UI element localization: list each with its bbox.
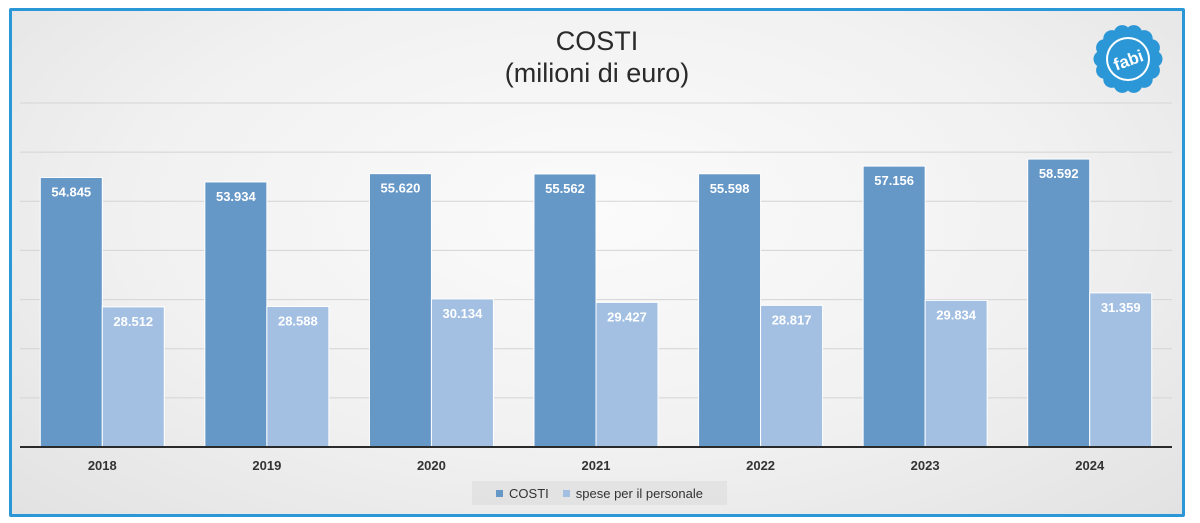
x-tick-label-2019: 2019: [252, 458, 281, 473]
legend-item-personale: spese per il personale: [562, 485, 703, 501]
chart-frame: COSTI (milioni di euro) fabi 54.845 28.51…: [9, 8, 1185, 517]
bar-costi-2018: [39, 176, 103, 448]
x-tick-label-2022: 2022: [746, 458, 775, 473]
bar-costi-2023: [862, 165, 926, 448]
data-label-personale-2024: 31.359: [1101, 300, 1141, 315]
bar-costi-2020: [368, 173, 432, 448]
data-label-costi-2024: 58.592: [1039, 166, 1079, 181]
legend-swatch-personale: [562, 489, 570, 497]
data-label-costi-2021: 55.562: [545, 181, 585, 196]
bar-personale-2022: [760, 304, 824, 448]
legend-label-personale: spese per il personale: [575, 485, 703, 501]
legend-label-costi: COSTI: [509, 485, 549, 501]
bar-costi-2021: [533, 173, 597, 448]
data-label-personale-2022: 28.817: [772, 312, 812, 327]
bars: [39, 158, 1153, 448]
data-label-personale-2018: 28.512: [113, 314, 153, 329]
x-tick-label-2023: 2023: [911, 458, 940, 473]
bar-personale-2023: [924, 299, 988, 448]
bar-personale-2021: [595, 301, 659, 448]
bar-costi-2024: [1027, 158, 1091, 448]
x-tick-labels: 2018 2019 2020 2021 2022 2023 2024: [88, 458, 1105, 473]
data-label-personale-2023: 29.834: [936, 307, 977, 322]
legend-swatch-costi: [496, 489, 504, 497]
legend: COSTI spese per il personale: [472, 481, 727, 505]
x-tick-label-2021: 2021: [582, 458, 611, 473]
data-label-costi-2022: 55.598: [710, 181, 750, 196]
fabi-logo: fabi: [1093, 25, 1163, 93]
bar-chart: 54.845 28.512 53.934 28.588 55.620 30.134 55.5…: [20, 102, 1172, 473]
data-label-costi-2018: 54.845: [51, 184, 91, 199]
x-tick-label-2024: 2024: [1075, 458, 1105, 473]
bar-personale-2019: [266, 306, 330, 448]
data-label-costi-2023: 57.156: [874, 173, 914, 188]
legend-item-costi: COSTI: [496, 486, 549, 501]
data-labels: 54.845 28.512 53.934 28.588 55.620 30.134 55.5…: [51, 166, 1140, 329]
chart-title-block: COSTI (milioni di euro): [12, 25, 1182, 89]
data-label-costi-2019: 53.934: [216, 189, 257, 204]
chart-title: COSTI: [555, 26, 639, 56]
bar-personale-2024: [1089, 292, 1153, 448]
bar-costi-2019: [204, 181, 268, 448]
data-label-costi-2020: 55.620: [381, 181, 421, 196]
x-tick-label-2020: 2020: [417, 458, 446, 473]
data-label-personale-2020: 30.134: [443, 306, 484, 321]
chart-subtitle: (milioni di euro): [504, 58, 690, 88]
data-label-personale-2021: 29.427: [607, 309, 647, 324]
data-label-personale-2019: 28.588: [278, 314, 318, 329]
bar-personale-2020: [430, 298, 494, 448]
x-tick-label-2018: 2018: [88, 458, 117, 473]
bar-costi-2022: [698, 173, 762, 448]
